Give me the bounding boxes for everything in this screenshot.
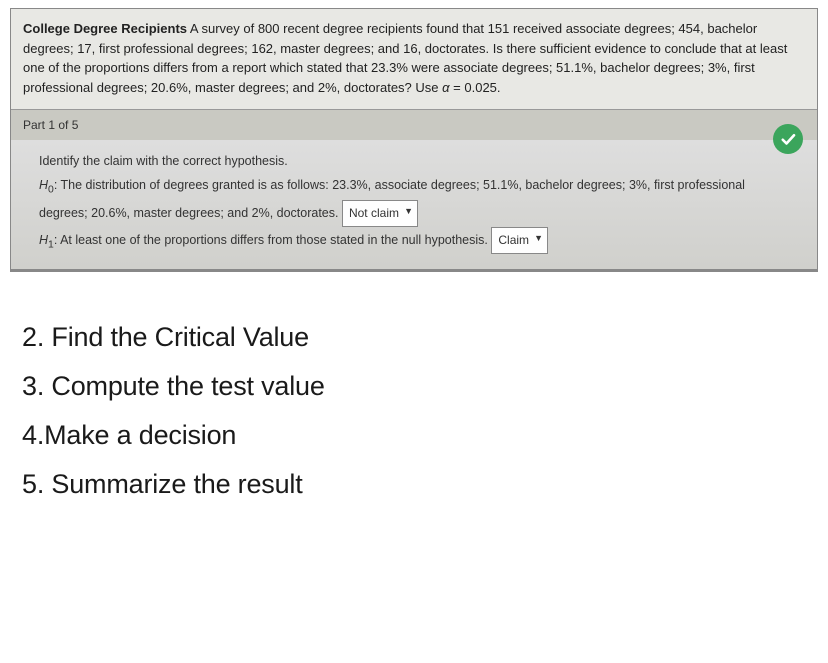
question-text: College Degree Recipients A survey of 80… [23,19,805,97]
h0-claim-select[interactable]: Not claim [342,200,418,227]
instruction-text: Identify the claim with the correct hypo… [39,150,789,174]
step-4: 4.Make a decision [22,420,828,451]
h1-prefix: H [39,233,48,247]
step-3: 3. Compute the test value [22,371,828,402]
h1-claim-select[interactable]: Claim [491,227,548,254]
step-5: 5. Summarize the result [22,469,828,500]
alpha-symbol: α [442,80,449,95]
answer-area: Identify the claim with the correct hypo… [11,140,817,271]
question-title: College Degree Recipients [23,21,187,36]
steps-list: 2. Find the Critical Value 3. Compute th… [22,322,828,500]
correct-check-icon [773,124,803,154]
step-2: 2. Find the Critical Value [22,322,828,353]
question-panel: College Degree Recipients A survey of 80… [10,8,818,272]
h1-text: : At least one of the proportions differ… [54,233,488,247]
h1-row: H1: At least one of the proportions diff… [39,227,789,255]
alpha-value: = 0.025. [450,80,501,95]
h0-prefix: H [39,178,48,192]
part-label: Part 1 of 5 [23,118,78,132]
part-header: Part 1 of 5 [11,109,817,140]
h0-row: H0: The distribution of degrees granted … [39,174,789,227]
